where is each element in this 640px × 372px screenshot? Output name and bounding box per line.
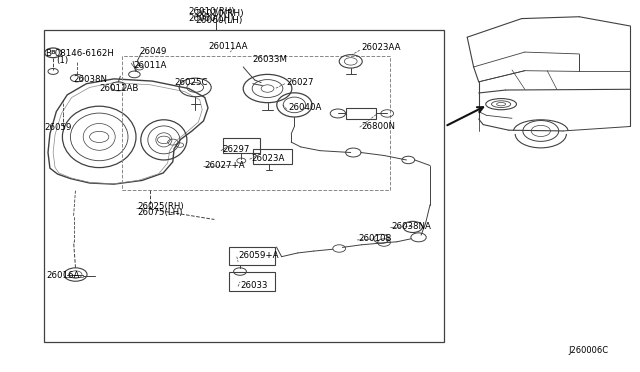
Text: 26033: 26033: [240, 281, 268, 290]
Text: 26027: 26027: [286, 78, 314, 87]
Text: 26038N: 26038N: [74, 76, 108, 84]
Text: 26027+A: 26027+A: [205, 161, 245, 170]
Text: 26060(LH): 26060(LH): [195, 16, 243, 25]
Bar: [122, 56, 390, 190]
Text: 26059: 26059: [45, 123, 72, 132]
Text: 26060(LH): 26060(LH): [189, 14, 234, 23]
Text: 26011AB: 26011AB: [99, 84, 139, 93]
Text: 26049: 26049: [140, 47, 167, 56]
Bar: [253, 149, 292, 164]
Bar: [229, 247, 275, 265]
Bar: [346, 108, 376, 119]
Text: 26297: 26297: [223, 145, 250, 154]
Text: 26010B: 26010B: [358, 234, 392, 243]
Text: 26010(RH): 26010(RH): [195, 9, 244, 17]
Text: 26800N: 26800N: [362, 122, 396, 131]
Text: 26059+A: 26059+A: [238, 251, 278, 260]
Text: 26075(LH): 26075(LH): [138, 208, 183, 217]
Text: B 08146-6162H: B 08146-6162H: [46, 49, 114, 58]
Text: 26040A: 26040A: [288, 103, 321, 112]
Text: 26025(RH): 26025(RH): [138, 202, 184, 211]
Text: B: B: [51, 50, 56, 55]
Text: 26023AA: 26023AA: [362, 43, 401, 52]
Text: J260006C: J260006C: [568, 346, 609, 355]
Bar: [223, 138, 260, 153]
Text: 26038NA: 26038NA: [392, 222, 431, 231]
Text: 26010(RH): 26010(RH): [189, 7, 236, 16]
Text: 26011A: 26011A: [133, 61, 166, 70]
Bar: [229, 272, 275, 291]
Text: 26025C: 26025C: [174, 78, 207, 87]
Text: 26033M: 26033M: [253, 55, 288, 64]
Text: 26011AA: 26011AA: [208, 42, 248, 51]
Bar: [44, 30, 444, 342]
Text: (1): (1): [56, 56, 68, 65]
Text: 26023A: 26023A: [251, 154, 284, 163]
Text: 26016A: 26016A: [46, 271, 79, 280]
